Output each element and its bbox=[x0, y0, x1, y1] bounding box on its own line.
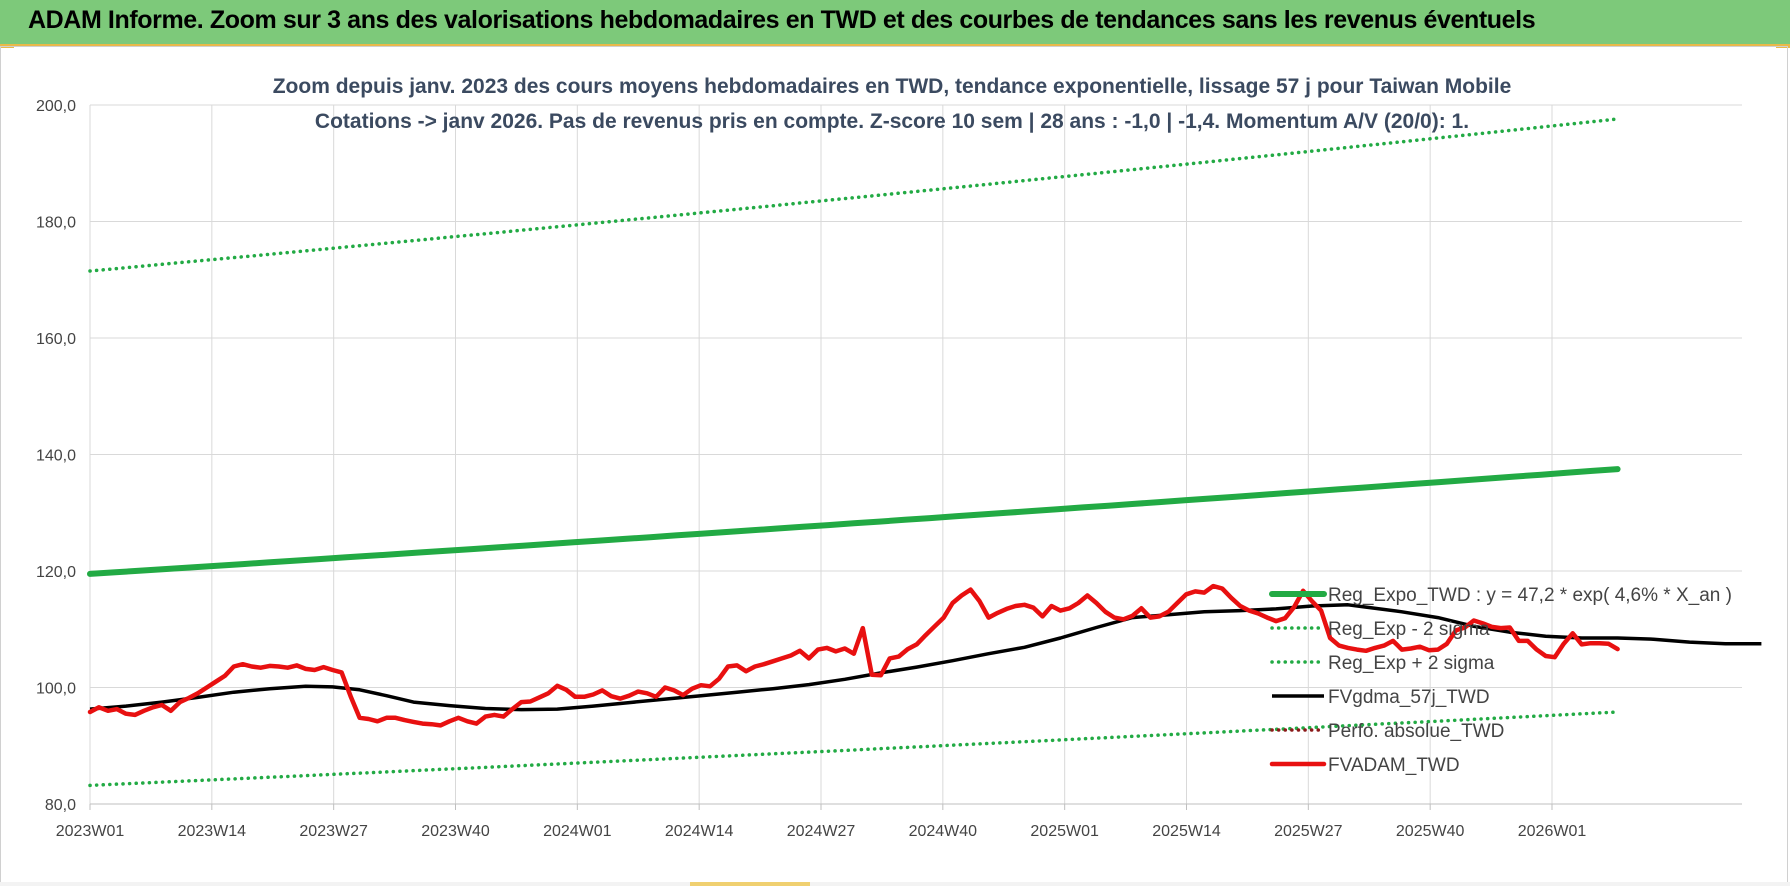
y-tick-label: 100,0 bbox=[36, 681, 76, 698]
legend-label: Reg_Exp - 2 sigma bbox=[1328, 619, 1490, 640]
x-tick-label: 2025W27 bbox=[1274, 823, 1343, 840]
x-tick-label: 2023W40 bbox=[421, 823, 490, 840]
x-tick-label: 2024W14 bbox=[665, 823, 734, 840]
y-tick-label: 120,0 bbox=[36, 564, 76, 581]
y-tick-label: 200,0 bbox=[36, 98, 76, 115]
x-tick-label: 2023W01 bbox=[56, 823, 125, 840]
x-tick-label: 2023W14 bbox=[178, 823, 247, 840]
legend-label: Reg_Exp + 2 sigma bbox=[1328, 653, 1495, 674]
y-tick-label: 80,0 bbox=[45, 797, 76, 814]
y-tick-label: 160,0 bbox=[36, 331, 76, 348]
x-tick-label: 2026W01 bbox=[1518, 823, 1587, 840]
chart-title-line-1: Zoom depuis janv. 2023 des cours moyens … bbox=[273, 75, 1512, 98]
legend-label: FVgdma_57j_TWD bbox=[1328, 687, 1490, 708]
series-layer bbox=[87, 117, 1762, 788]
x-tick-label: 2024W01 bbox=[543, 823, 612, 840]
y-tick-label: 180,0 bbox=[36, 215, 76, 232]
grid-layer bbox=[89, 104, 1742, 805]
series-line-1 bbox=[88, 710, 1620, 788]
header-bar: ADAM Informe. Zoom sur 3 ans des valoris… bbox=[0, 0, 1790, 46]
y-tick-label: 140,0 bbox=[36, 448, 76, 465]
x-tick-label: 2025W01 bbox=[1030, 823, 1099, 840]
bottom-accent bbox=[690, 882, 810, 886]
legend: Reg_Expo_TWD : y = 47,2 * exp( 4,6% * X_… bbox=[1269, 585, 1732, 776]
x-tick-label: 2024W40 bbox=[909, 823, 978, 840]
legend-label: FVADAM_TWD bbox=[1328, 755, 1460, 776]
x-tick-label: 2025W14 bbox=[1152, 823, 1221, 840]
x-tick-label: 2024W27 bbox=[787, 823, 856, 840]
legend-label: Reg_Expo_TWD : y = 47,2 * exp( 4,6% * X_… bbox=[1328, 585, 1732, 606]
legend-label: Perfo. absolue_TWD bbox=[1328, 721, 1504, 742]
series-line-5 bbox=[87, 583, 1620, 728]
axis-layer: 80,0 100,0 120,0 140,0 160,0 180,0 200,0 2023W0… bbox=[36, 98, 1742, 840]
x-tick-label: 2025W40 bbox=[1396, 823, 1465, 840]
bottom-strip bbox=[0, 882, 1790, 886]
x-tick-label: 2023W27 bbox=[299, 823, 368, 840]
report-title: ADAM Informe. Zoom sur 3 ans des valoris… bbox=[28, 6, 1536, 34]
series-line-2 bbox=[88, 117, 1620, 273]
series-line-0 bbox=[87, 466, 1621, 577]
series-line-3 bbox=[89, 603, 1762, 712]
chart-title-line-2: Cotations -> janv 2026. Pas de revenus p… bbox=[315, 110, 1469, 133]
